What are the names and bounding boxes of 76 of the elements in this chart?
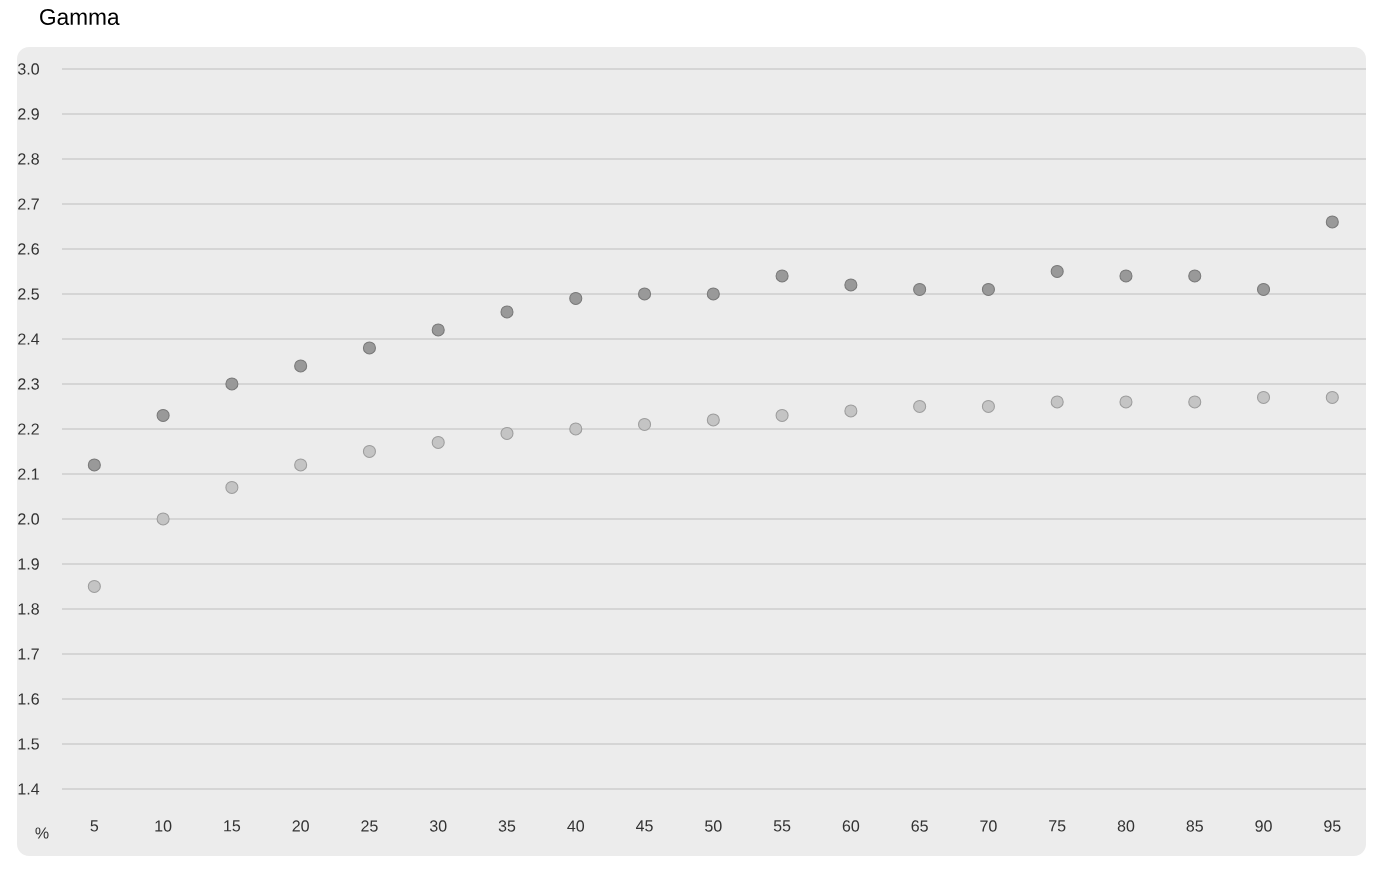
point: [362, 341, 376, 355]
y-tick-label: 2.1: [18, 468, 39, 480]
x-tick-label: 80: [1117, 820, 1135, 832]
point: [775, 269, 789, 283]
x-tick-label: 75: [1049, 820, 1066, 832]
point: [569, 291, 583, 306]
x-axis-title: %: [35, 827, 49, 839]
point: [1188, 395, 1202, 409]
point: [913, 282, 927, 297]
point: [844, 278, 858, 292]
point: [431, 435, 445, 450]
x-tick-label: 45: [636, 820, 653, 832]
point: [775, 408, 789, 423]
x-tick-label: 10: [155, 820, 172, 832]
point: [362, 444, 376, 459]
point: [1325, 390, 1339, 405]
y-tick-label: 3.0: [17, 63, 40, 75]
point: [500, 426, 514, 441]
point: [87, 579, 101, 594]
point: [500, 305, 514, 319]
point: [87, 458, 101, 472]
x-tick-label: 50: [705, 820, 722, 832]
point: [638, 287, 652, 301]
point: [1050, 264, 1064, 279]
y-tick-label: 2.3: [18, 378, 39, 390]
point: [706, 413, 720, 427]
y-tick-label: 2.5: [18, 288, 39, 300]
y-tick-label: 2.4: [18, 333, 40, 345]
x-tick-label: 55: [773, 820, 791, 832]
y-tick-label: 1.8: [18, 603, 39, 615]
point: [156, 512, 170, 526]
x-tick-label: 35: [498, 820, 516, 832]
point: [981, 399, 995, 414]
x-tick-label: 40: [567, 820, 585, 832]
point: [1325, 215, 1339, 229]
point: [294, 458, 308, 472]
x-tick-label: 65: [911, 820, 928, 832]
point: [1119, 269, 1133, 283]
point: [1188, 269, 1202, 283]
point: [706, 287, 720, 301]
point: [638, 417, 652, 432]
x-tick-label: 95: [1324, 820, 1341, 832]
point: [1050, 395, 1064, 409]
y-tick-label: 2.2: [18, 423, 39, 435]
y-tick-label: 1.4: [18, 783, 40, 795]
y-tick-label: 2.9: [18, 108, 39, 120]
point: [156, 408, 170, 423]
y-tick-label: 2.7: [18, 198, 39, 210]
y-tick-label: 1.9: [18, 558, 39, 570]
x-tick-label: 90: [1255, 820, 1272, 832]
y-tick-label: 1.7: [18, 648, 39, 660]
point: [431, 323, 445, 337]
x-tick-label: 30: [429, 820, 447, 832]
point: [1256, 282, 1271, 297]
point: [1256, 390, 1271, 405]
x-tick-label: 15: [224, 820, 241, 832]
y-tick-label: 1.6: [18, 693, 39, 705]
y-tick-label: 2.6: [18, 243, 39, 255]
y-tick-label: 1.5: [18, 738, 39, 750]
chart-title: Gamma: [40, 8, 120, 26]
point: [225, 377, 239, 391]
x-tick-label: 20: [292, 820, 309, 832]
point: [913, 399, 927, 414]
point: [1119, 395, 1133, 409]
x-tick-label: 25: [361, 820, 378, 832]
y-tick-label: 2.0: [18, 513, 40, 525]
point: [569, 422, 583, 436]
point: [225, 480, 239, 495]
y-tick-label: 2.8: [18, 153, 39, 165]
x-tick-label: 60: [842, 820, 860, 832]
point: [294, 359, 308, 373]
point: [844, 404, 858, 418]
x-tick-label: 85: [1186, 820, 1203, 832]
x-tick-label: 70: [980, 820, 997, 832]
x-tick-label: 5: [90, 820, 99, 832]
point: [981, 282, 995, 297]
